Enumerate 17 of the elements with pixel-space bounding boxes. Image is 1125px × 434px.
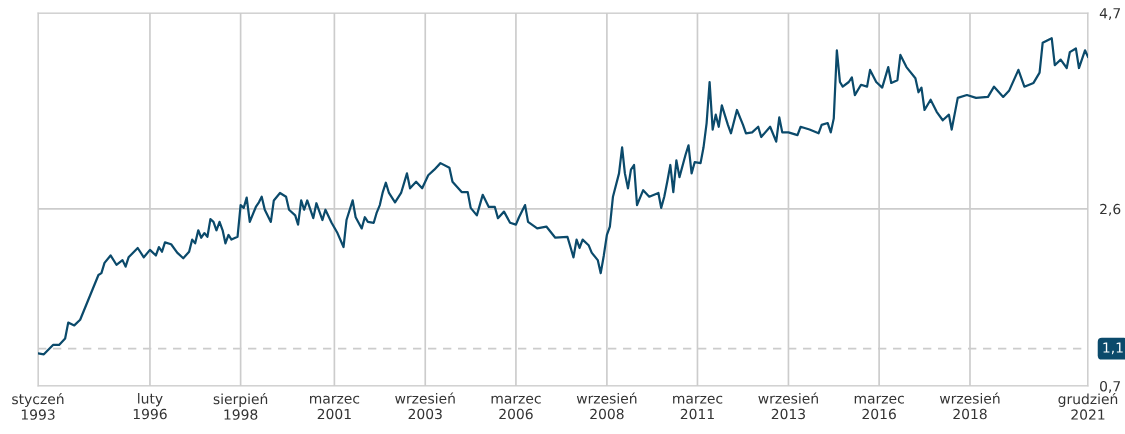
x-tick-label: wrzesień 2008 [576,392,637,420]
x-tick-label: wrzesień 2018 [939,392,1000,420]
y-tick-label: 4,7 [1099,8,1121,20]
x-tick-label: grudzień 2021 [1058,392,1118,420]
x-tick-label: marzec 2001 [310,395,360,420]
x-tick-label: sierpień 1998 [213,392,268,420]
y-tick-label: 2,6 [1100,203,1121,216]
x-tick-label: wrzesień 2003 [395,392,455,420]
ref-line-label: 1,1 [1103,342,1123,355]
x-tick-label: styczeń 1993 [12,392,64,420]
x-tick-label: marzec 2011 [673,395,723,420]
x-tick-label: marzec 2016 [854,395,904,420]
x-tick-label: marzec 2006 [491,395,541,420]
line-series [38,37,1088,356]
x-tick-label: wrzesień 2013 [758,392,818,420]
x-tick-label: luty 1996 [133,392,167,420]
y-tick-label: 0,7 [1100,380,1121,393]
